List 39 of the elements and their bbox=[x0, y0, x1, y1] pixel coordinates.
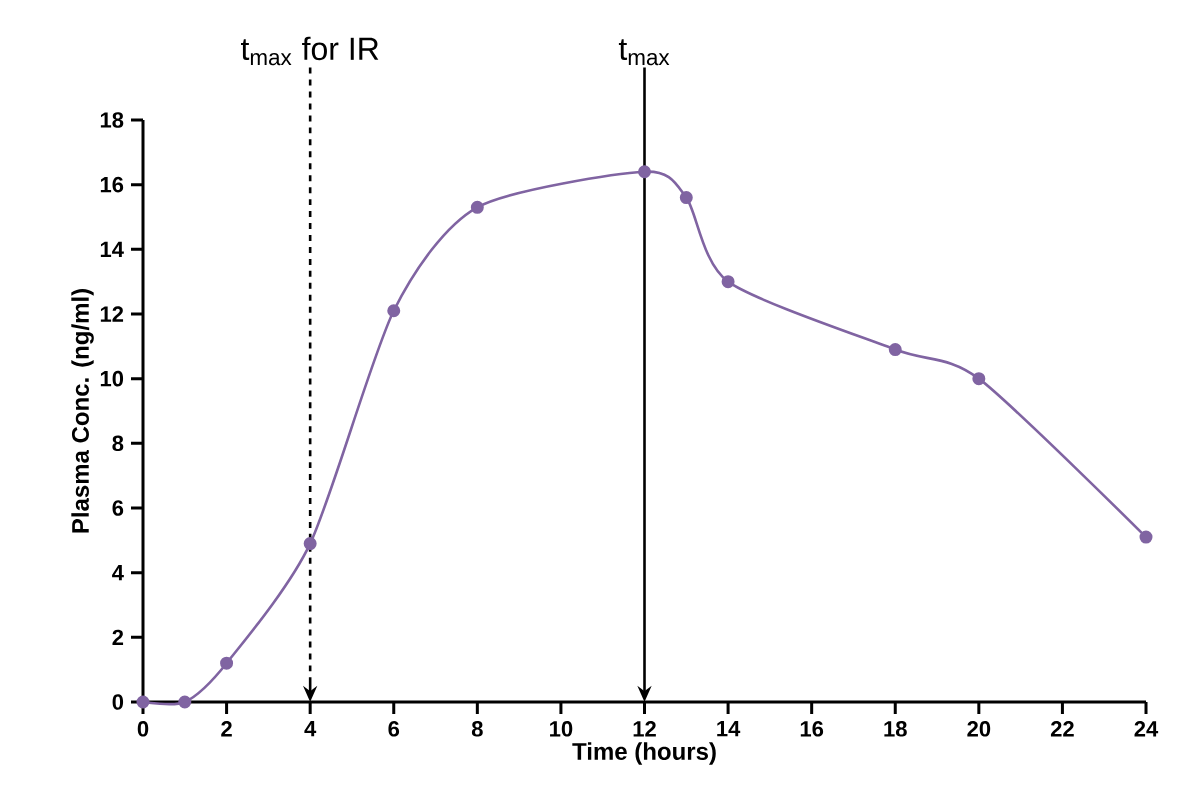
point bbox=[303, 537, 317, 551]
point bbox=[220, 656, 234, 670]
x-axis-title: Time (hours) bbox=[572, 742, 716, 765]
x-tick-label: 22 bbox=[1050, 721, 1074, 737]
point bbox=[972, 372, 986, 386]
x-tick-label: 24 bbox=[1134, 721, 1159, 737]
ref-line-label: t$_{max}$ for IR bbox=[241, 36, 379, 66]
y-tick-label: 14 bbox=[100, 241, 124, 257]
x-tick-label: 2 bbox=[221, 721, 232, 737]
y-tick-label: 12 bbox=[100, 306, 124, 322]
point bbox=[679, 191, 693, 205]
point bbox=[888, 343, 902, 357]
x-tick-label: 12 bbox=[633, 721, 656, 737]
point bbox=[1139, 530, 1153, 544]
y-tick-label: 0 bbox=[112, 694, 124, 710]
point bbox=[387, 304, 401, 318]
x-tick-label: 16 bbox=[800, 721, 824, 737]
x-tick-label: 14 bbox=[717, 721, 741, 737]
point bbox=[638, 165, 651, 179]
x-tick-label: 4 bbox=[304, 721, 317, 737]
point bbox=[136, 695, 150, 709]
point bbox=[470, 200, 484, 214]
x-tick-label: 0 bbox=[137, 721, 149, 737]
y-tick-label: 8 bbox=[112, 435, 124, 452]
ref-line-label: t$_{max}$ bbox=[618, 39, 670, 66]
y-tick-label: 6 bbox=[112, 500, 124, 516]
x-tick-label: 6 bbox=[388, 721, 400, 737]
y-tick-label: 10 bbox=[100, 370, 124, 387]
y-tick-label: 4 bbox=[112, 565, 124, 581]
point bbox=[178, 695, 192, 709]
y-tick-label: 16 bbox=[100, 176, 124, 193]
y-axis-title: Plasma Conc. (ng/ml) bbox=[71, 289, 94, 533]
y-tick-label: 2 bbox=[112, 629, 124, 646]
point bbox=[721, 275, 735, 289]
y-tick-label: 18 bbox=[100, 112, 124, 128]
x-tick-label: 20 bbox=[967, 721, 991, 737]
x-tick-label: 10 bbox=[550, 721, 573, 737]
x-tick-label: 18 bbox=[884, 721, 907, 737]
x-tick-label: 8 bbox=[471, 721, 483, 737]
